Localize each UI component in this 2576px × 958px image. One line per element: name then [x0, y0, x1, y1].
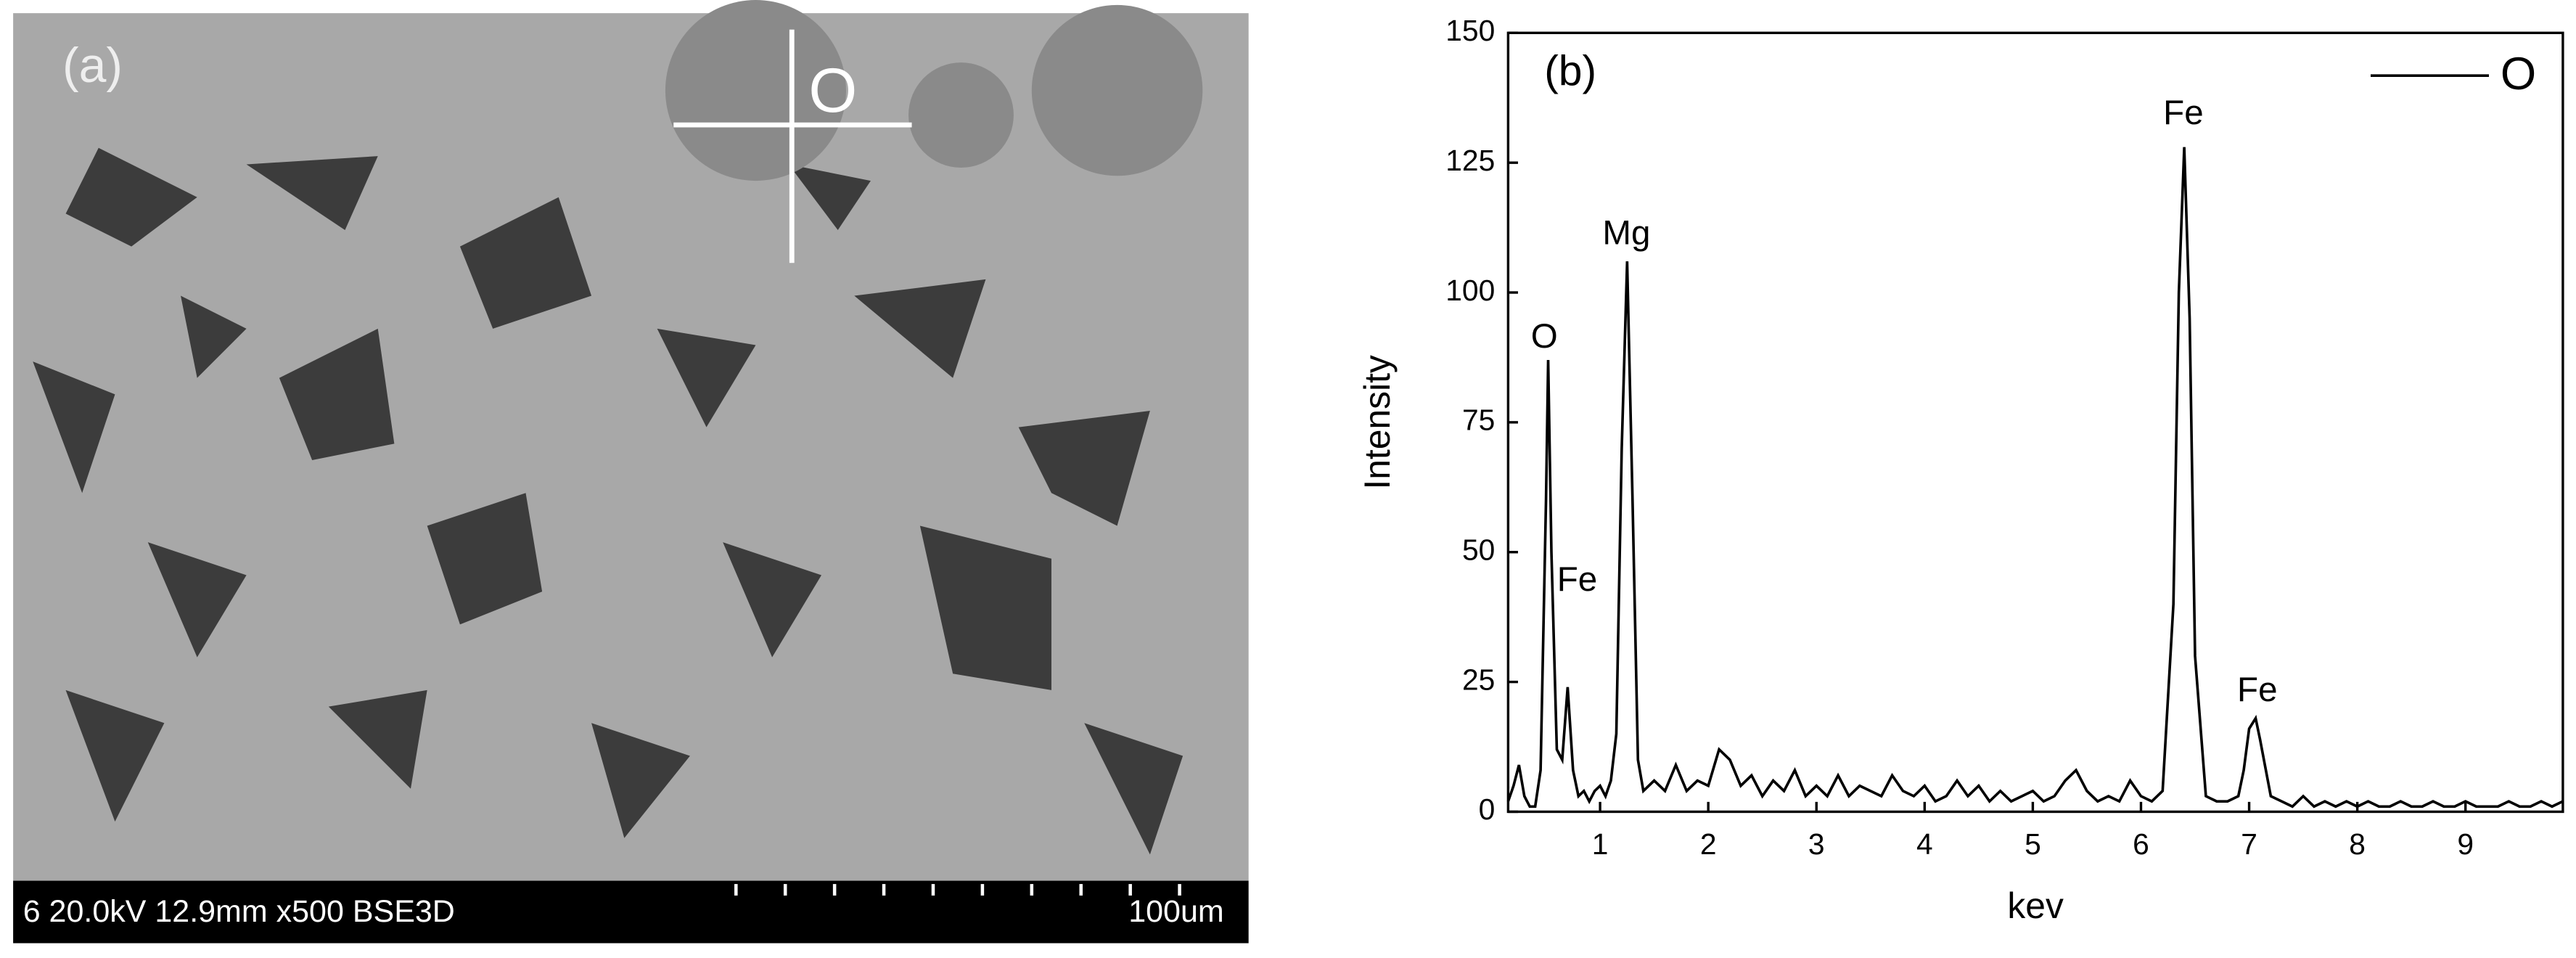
info-bar [13, 880, 1249, 943]
x-tick-label: 7 [2241, 827, 2257, 861]
x-tick-label: 4 [1916, 827, 1933, 861]
peak-label: Fe [2163, 94, 2203, 132]
y-tick-label: 0 [1479, 793, 1496, 826]
point-marker: O [808, 56, 857, 126]
x-tick-label: 5 [2025, 827, 2041, 861]
x-tick-label: 6 [2133, 827, 2149, 861]
peak-label: Fe [2237, 671, 2277, 709]
x-tick-label: 1 [1592, 827, 1609, 861]
x-tick-label: 8 [2349, 827, 2366, 861]
peak-label: Fe [1557, 560, 1597, 599]
sem-grain [1031, 4, 1203, 176]
x-tick-label: 3 [1808, 827, 1825, 861]
plot-frame [1506, 31, 2564, 814]
legend-label: O [2501, 49, 2536, 99]
x-tick-label: 2 [1700, 827, 1717, 861]
sem-grain [665, 0, 846, 181]
y-axis-label: Intensity [1357, 355, 1398, 490]
y-tick-label: 100 [1445, 274, 1495, 307]
scale-bar [734, 884, 1181, 896]
scale-text: 100um [1128, 894, 1223, 929]
y-tick-label: 50 [1462, 533, 1495, 567]
panel-label: (b) [1544, 47, 1596, 94]
x-axis-label: kev [2007, 885, 2064, 926]
info-text: 6 20.0kV 12.9mm x500 BSE3D [23, 894, 455, 929]
peak-label: O [1531, 317, 1558, 356]
y-tick-label: 25 [1462, 663, 1495, 696]
sem-panel: (a) O 6 20.0kV 12.9mm x500 BSE3D 100um [13, 0, 1249, 943]
sem-grain [908, 62, 1014, 168]
y-tick-label: 75 [1462, 404, 1495, 437]
y-tick-label: 150 [1445, 14, 1495, 47]
panel-label: (a) [62, 38, 123, 93]
spectrum-line [1506, 147, 2564, 808]
peak-label: Mg [1602, 213, 1650, 252]
x-tick-label: 9 [2457, 827, 2474, 861]
y-tick-label: 125 [1445, 144, 1495, 177]
